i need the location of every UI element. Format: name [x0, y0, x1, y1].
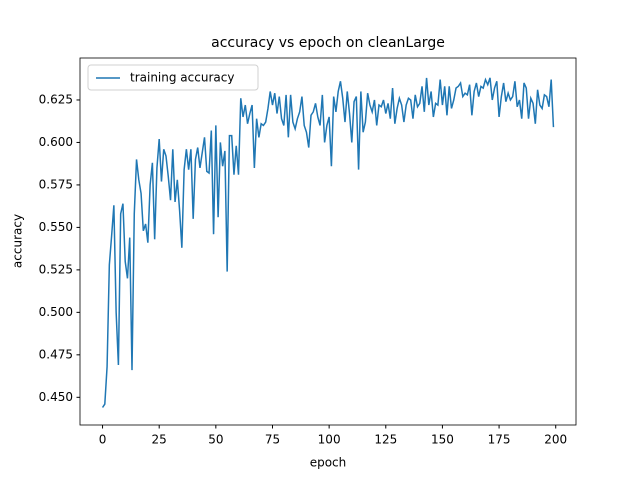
x-tick-label: 125	[374, 433, 397, 447]
y-tick-label: 0.500	[39, 305, 73, 319]
y-tick-label: 0.475	[39, 347, 73, 361]
x-tick-label: 75	[265, 433, 280, 447]
x-tick-label: 200	[544, 433, 567, 447]
x-axis-label: epoch	[310, 456, 347, 470]
chart-title: accuracy vs epoch on cleanLarge	[211, 35, 445, 51]
legend-box	[87, 64, 259, 91]
legend-label: training accuracy	[130, 71, 234, 85]
y-tick-label: 0.600	[39, 135, 73, 149]
y-tick-label: 0.450	[39, 390, 73, 404]
y-tick-label: 0.525	[39, 262, 73, 276]
y-axis-label: accuracy	[11, 214, 25, 268]
x-tick-label: 175	[488, 433, 511, 447]
x-tick-label: 150	[431, 433, 454, 447]
y-tick-label: 0.625	[39, 92, 73, 106]
x-tick-label: 0	[99, 433, 107, 447]
x-tick-label: 100	[318, 433, 341, 447]
plot-frame	[79, 57, 577, 426]
data-line	[101, 77, 555, 408]
x-tick-label: 25	[152, 433, 167, 447]
y-tick-label: 0.550	[39, 220, 73, 234]
y-tick-label: 0.575	[39, 177, 73, 191]
x-tick-label: 50	[208, 433, 223, 447]
